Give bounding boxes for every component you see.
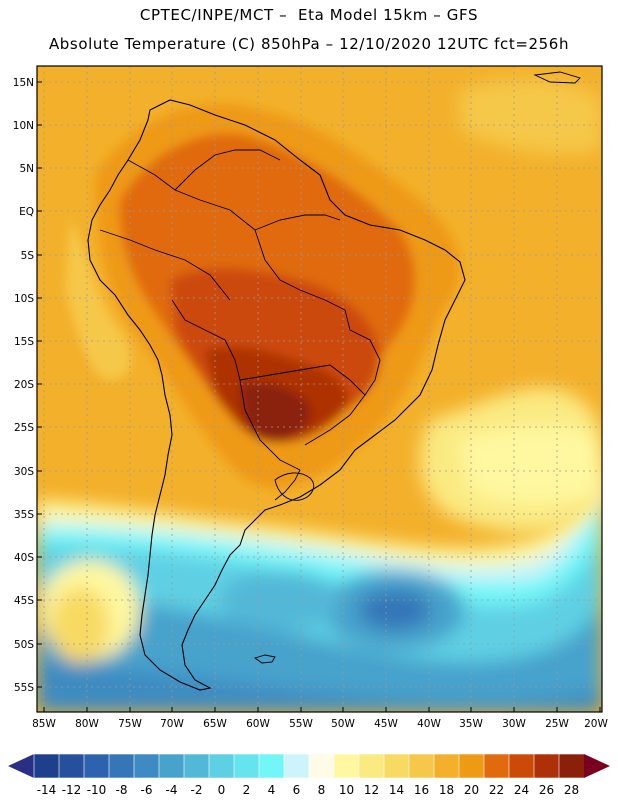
colorbar-cell <box>58 753 85 779</box>
colorbar-cell <box>258 753 285 779</box>
colorbar-cell <box>108 753 135 779</box>
colorbar-cell <box>358 753 385 779</box>
colorbar-label: 0 <box>218 783 226 797</box>
colorbar-label: 2 <box>243 783 251 797</box>
colorbar-cell <box>83 753 110 779</box>
colorbar-cell <box>308 753 335 779</box>
lon-label: 30W <box>502 718 526 730</box>
lon-label: 80W <box>75 718 99 730</box>
colorbar-cell <box>33 753 60 779</box>
lat-label: EQ <box>19 206 34 218</box>
lat-label: 15S <box>14 336 34 348</box>
longitude-labels: 85W 80W 75W 70W 65W 60W 55W 50W 45W 40W … <box>32 718 608 730</box>
colorbar-cell <box>133 753 160 779</box>
colorbar-label: -14 <box>37 783 57 797</box>
lat-label: 35S <box>14 509 34 521</box>
temperature-field <box>37 66 602 712</box>
colorbar: -14 -12 -10 -8 -6 -4 -2 0 2 4 6 8 10 12 14 16 18 20 22 24 26… <box>8 753 610 797</box>
colorbar-cell <box>333 753 360 779</box>
colorbar-cell <box>283 753 310 779</box>
lon-label: 85W <box>32 718 56 730</box>
lon-label: 75W <box>118 718 142 730</box>
lon-label: 45W <box>374 718 398 730</box>
colorbar-cell <box>508 753 535 779</box>
lon-label: 20W <box>584 718 608 730</box>
lat-label: 10N <box>13 120 34 132</box>
lat-label: 20S <box>14 379 34 391</box>
colorbar-label: 8 <box>318 783 326 797</box>
lat-label: 15N <box>13 77 34 89</box>
lat-label: 5N <box>19 163 34 175</box>
lon-label: 40W <box>417 718 441 730</box>
lat-label: 25S <box>14 422 34 434</box>
lon-label: 65W <box>203 718 227 730</box>
lat-label: 30S <box>14 466 34 478</box>
colorbar-label: 26 <box>539 783 554 797</box>
colorbar-label: -2 <box>191 783 203 797</box>
colorbar-label: -10 <box>87 783 107 797</box>
lat-label: 45S <box>14 595 34 607</box>
colorbar-cell <box>483 753 510 779</box>
colorbar-over-arrow <box>584 754 610 778</box>
lat-label: 40S <box>14 552 34 564</box>
colorbar-cell <box>433 753 460 779</box>
colorbar-label: 20 <box>464 783 479 797</box>
lat-label: 10S <box>14 293 34 305</box>
colorbar-cell <box>408 753 435 779</box>
map-subtitle: Absolute Temperature (C) 850hPa – 12/10/… <box>48 35 570 53</box>
colorbar-label: -8 <box>116 783 128 797</box>
colorbar-under-arrow <box>8 754 34 778</box>
colorbar-labels: -14 -12 -10 -8 -6 -4 -2 0 2 4 6 8 10 12 14 16 18 20 22 24 26… <box>37 783 579 797</box>
lon-label: 50W <box>331 718 355 730</box>
lat-label: 55S <box>14 682 34 694</box>
lon-label: 35W <box>459 718 483 730</box>
colorbar-cell <box>183 753 210 779</box>
map-title: CPTEC/INPE/MCT – Eta Model 15km – GFS <box>139 6 479 24</box>
colorbar-cell <box>208 753 235 779</box>
lon-label: 55W <box>289 718 313 730</box>
colorbar-label: 6 <box>293 783 301 797</box>
lon-label: 25W <box>545 718 569 730</box>
country-borders <box>99 149 381 501</box>
colorbar-label: 12 <box>364 783 379 797</box>
colorbar-label: 14 <box>389 783 404 797</box>
colorbar-label: 24 <box>514 783 529 797</box>
graticule <box>37 66 602 712</box>
colorbar-cell <box>158 753 185 779</box>
lat-label: 50S <box>14 639 34 651</box>
colorbar-label: -12 <box>62 783 82 797</box>
temperature-map: 15N 10N 5N EQ 5S 10S 15S 20S 25S 30S 35S… <box>13 65 608 730</box>
lon-label: 70W <box>160 718 184 730</box>
lat-label: 5S <box>21 250 35 262</box>
colorbar-label: 18 <box>439 783 454 797</box>
colorbar-cell <box>233 753 260 779</box>
south-america-coastline <box>87 99 466 691</box>
map-frame <box>36 65 603 713</box>
colorbar-label: 4 <box>268 783 276 797</box>
colorbar-cells <box>33 753 585 779</box>
colorbar-cell <box>533 753 560 779</box>
colorbar-label: 10 <box>339 783 354 797</box>
colorbar-cell <box>383 753 410 779</box>
colorbar-label: 16 <box>414 783 429 797</box>
colorbar-label: 28 <box>564 783 579 797</box>
colorbar-label: -6 <box>141 783 153 797</box>
colorbar-cell <box>458 753 485 779</box>
axis-ticks <box>37 81 601 712</box>
colorbar-label: 22 <box>489 783 504 797</box>
latitude-labels: 15N 10N 5N EQ 5S 10S 15S 20S 25S 30S 35S… <box>13 77 35 694</box>
lon-label: 60W <box>246 718 270 730</box>
colorbar-cell <box>558 753 585 779</box>
colorbar-label: -4 <box>166 783 178 797</box>
